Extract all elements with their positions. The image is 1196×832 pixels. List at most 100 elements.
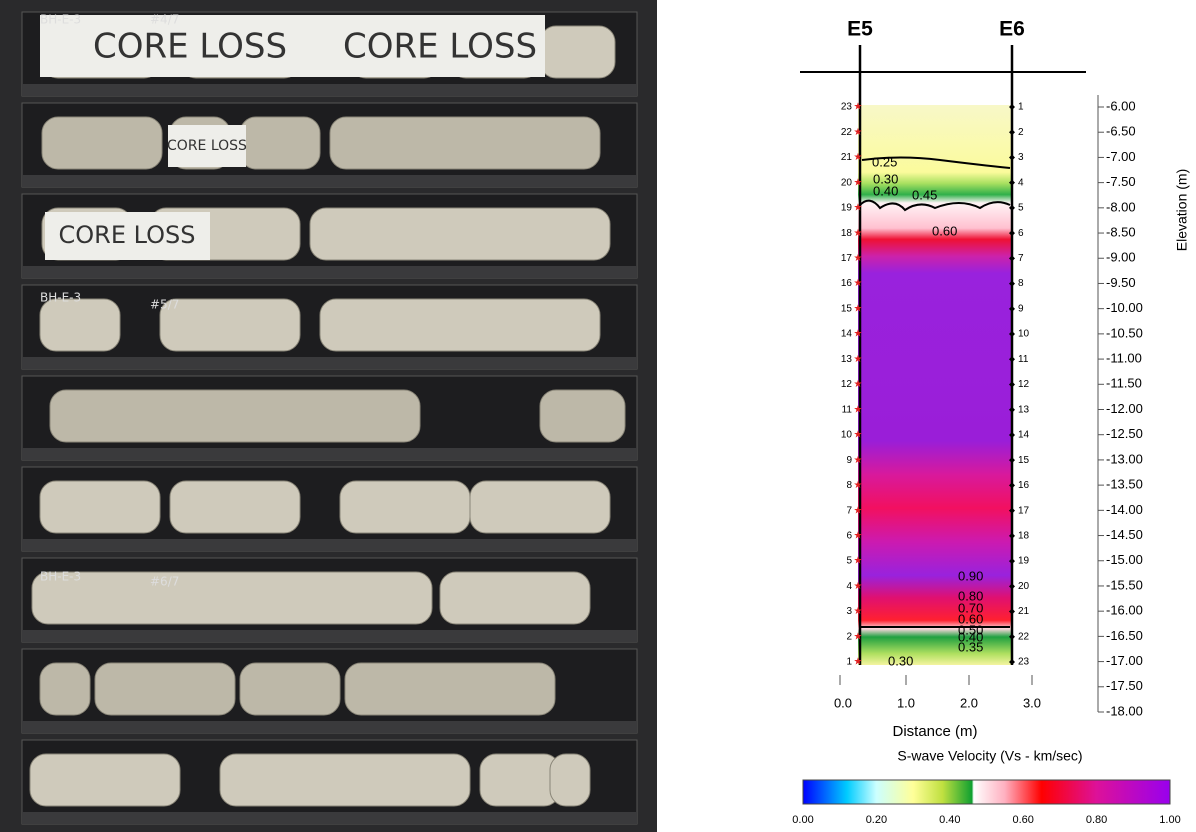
- sensor-mark: ★: [854, 253, 863, 264]
- tray-divider: [22, 630, 637, 642]
- contour-label: 0.30: [888, 653, 913, 668]
- sensor-mark: [1009, 482, 1015, 489]
- sensor-label: 9: [1018, 303, 1024, 314]
- y-tick-label: -7.00: [1106, 149, 1136, 164]
- sensor-mark: [1009, 204, 1015, 211]
- sensor-mark: [1009, 633, 1015, 640]
- core-sample: [549, 753, 591, 807]
- label-board: [45, 212, 210, 260]
- core-sample: [309, 207, 611, 261]
- sensor-mark: ★: [854, 480, 863, 491]
- sensor-label: 20: [1018, 581, 1030, 592]
- y-tick-label: -16.50: [1106, 628, 1143, 643]
- tray-divider: [22, 357, 637, 369]
- label-board: [40, 15, 545, 77]
- velocity-field: [858, 105, 1012, 665]
- x-tick-label: 2.0: [960, 695, 978, 710]
- core-sample: [539, 25, 616, 79]
- x-axis-title: Distance (m): [892, 723, 977, 740]
- colorbar-tick-label: 0.00: [792, 814, 813, 826]
- sensor-label: 10: [1018, 329, 1030, 340]
- tray-divider: [22, 84, 637, 96]
- colorbar-tick-label: 0.60: [1012, 814, 1033, 826]
- sensor-label: 17: [841, 253, 853, 264]
- core-sample: [29, 753, 181, 807]
- photo-label: CORE LOSS: [59, 221, 196, 249]
- sensor-mark: ★: [854, 631, 863, 642]
- sensor-label: 1: [846, 657, 852, 668]
- sensor-label: 13: [841, 354, 853, 365]
- sensor-label: 15: [1018, 455, 1030, 466]
- borehole-label: E5: [847, 18, 873, 41]
- sensor-label: 21: [1018, 606, 1030, 617]
- contour-label: 0.50: [958, 622, 983, 637]
- sensor-label: 17: [1018, 505, 1030, 516]
- sensor-label: 13: [1018, 404, 1030, 415]
- sensor-label: 19: [1018, 556, 1030, 567]
- sensor-mark: [1009, 280, 1015, 287]
- core-sample: [31, 571, 433, 625]
- sensor-mark: [1009, 154, 1015, 161]
- sensor-mark: [1009, 608, 1015, 615]
- sensor-label: 5: [846, 556, 852, 567]
- y-tick-label: -17.00: [1106, 653, 1143, 668]
- y-tick-label: -17.50: [1106, 678, 1143, 693]
- sensor-label: 20: [841, 177, 853, 188]
- sensor-label: 2: [846, 631, 852, 642]
- core-sample: [329, 116, 601, 170]
- photo-label: BH-E-3: [40, 291, 81, 305]
- sensor-label: 21: [841, 152, 853, 163]
- sensor-label: 4: [1018, 177, 1024, 188]
- photo-label: #4/7: [150, 13, 179, 27]
- sensor-label: 18: [841, 228, 853, 239]
- sensor-label: 11: [842, 404, 853, 415]
- tray-divider: [22, 812, 637, 824]
- sensor-mark: ★: [854, 379, 863, 390]
- core-sample: [219, 753, 471, 807]
- core-sample: [94, 662, 236, 716]
- contour-label: 0.35: [958, 639, 983, 654]
- sensor-mark: [1009, 507, 1015, 514]
- sensor-label: 8: [846, 480, 852, 491]
- sensor-mark: [1009, 331, 1015, 338]
- sensor-label: 1: [1018, 102, 1024, 113]
- sensor-mark: [1009, 129, 1015, 136]
- core-sample: [39, 480, 161, 534]
- y-tick-label: -7.50: [1106, 174, 1136, 189]
- y-tick-label: -15.50: [1106, 577, 1143, 592]
- y-tick-label: -18.00: [1106, 703, 1143, 718]
- sensor-mark: ★: [854, 505, 863, 516]
- sensor-label: 12: [841, 379, 853, 390]
- core-sample: [339, 480, 471, 534]
- y-tick-label: -11.00: [1106, 351, 1142, 366]
- sensor-mark: [1009, 255, 1015, 262]
- sensor-label: 15: [841, 303, 853, 314]
- label-board: [168, 125, 246, 167]
- y-tick-label: -8.50: [1106, 224, 1136, 239]
- borehole-label: E6: [999, 18, 1025, 41]
- core-sample: [169, 480, 301, 534]
- tray-divider: [22, 266, 637, 278]
- contour-label: 0.90: [958, 568, 983, 583]
- sensor-label: 10: [841, 430, 853, 441]
- sensor-label: 2: [1018, 127, 1024, 138]
- sensor-mark: ★: [854, 657, 863, 668]
- sensor-label: 23: [1018, 657, 1030, 668]
- sensor-mark: ★: [854, 152, 863, 163]
- tray-divider: [22, 721, 637, 733]
- x-tick-label: 3.0: [1023, 695, 1041, 710]
- sensor-mark: ★: [854, 177, 863, 188]
- y-tick-label: -13.50: [1106, 477, 1143, 492]
- sensor-mark: ★: [854, 278, 863, 289]
- sensor-mark: [1009, 457, 1015, 464]
- sensor-mark: [1009, 558, 1015, 565]
- sensor-label: 22: [841, 127, 853, 138]
- y-tick-label: -10.00: [1106, 300, 1143, 315]
- x-axis-ticks: [839, 675, 1033, 685]
- photo-label: #5/7: [150, 298, 179, 312]
- sensor-mark: ★: [854, 329, 863, 340]
- colorbar: [802, 779, 1171, 805]
- core-sample: [539, 389, 626, 443]
- sensor-mark: [1009, 431, 1015, 438]
- sensor-mark: [1009, 305, 1015, 312]
